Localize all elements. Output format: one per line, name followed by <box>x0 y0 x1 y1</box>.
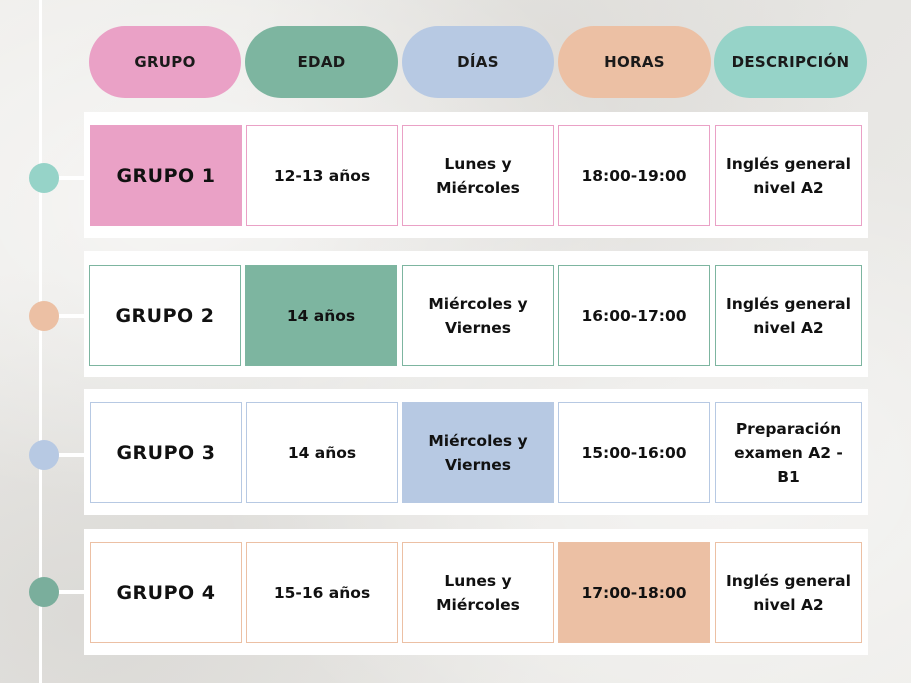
header-grupo: GRUPO <box>89 26 241 98</box>
days-cell: Miércoles y Viernes <box>402 265 554 366</box>
age-cell: 14 años <box>245 265 397 366</box>
timeline-dot-4 <box>29 577 113 607</box>
group-name-cell: GRUPO 3 <box>90 402 242 503</box>
hours-cell: 15:00-16:00 <box>558 402 710 503</box>
group-name-cell: GRUPO 1 <box>90 125 242 226</box>
header-dias: DÍAS <box>402 26 554 98</box>
age-cell: 15-16 años <box>246 542 398 643</box>
days-cell: Miércoles y Viernes <box>402 402 554 503</box>
timeline-dot-1 <box>29 163 113 193</box>
header-descripcion: DESCRIPCIÓN <box>714 26 867 98</box>
description-cell: Preparación examen A2 - B1 <box>715 402 862 503</box>
timeline-line <box>39 0 42 683</box>
days-cell: Lunes y Miércoles <box>402 542 554 643</box>
description-cell: Inglés general nivel A2 <box>715 542 862 643</box>
hours-cell: 18:00-19:00 <box>558 125 710 226</box>
group-name-cell: GRUPO 4 <box>90 542 242 643</box>
age-cell: 14 años <box>246 402 398 503</box>
hours-cell: 17:00-18:00 <box>558 542 710 643</box>
days-cell: Lunes y Miércoles <box>402 125 554 226</box>
timeline-dot-2 <box>29 301 113 331</box>
description-cell: Inglés general nivel A2 <box>715 265 862 366</box>
age-cell: 12-13 años <box>246 125 398 226</box>
hours-cell: 16:00-17:00 <box>558 265 710 366</box>
header-horas: HORAS <box>558 26 711 98</box>
group-name-cell: GRUPO 2 <box>89 265 241 366</box>
header-edad: EDAD <box>245 26 398 98</box>
timeline-dot-3 <box>29 440 113 470</box>
description-cell: Inglés general nivel A2 <box>715 125 862 226</box>
